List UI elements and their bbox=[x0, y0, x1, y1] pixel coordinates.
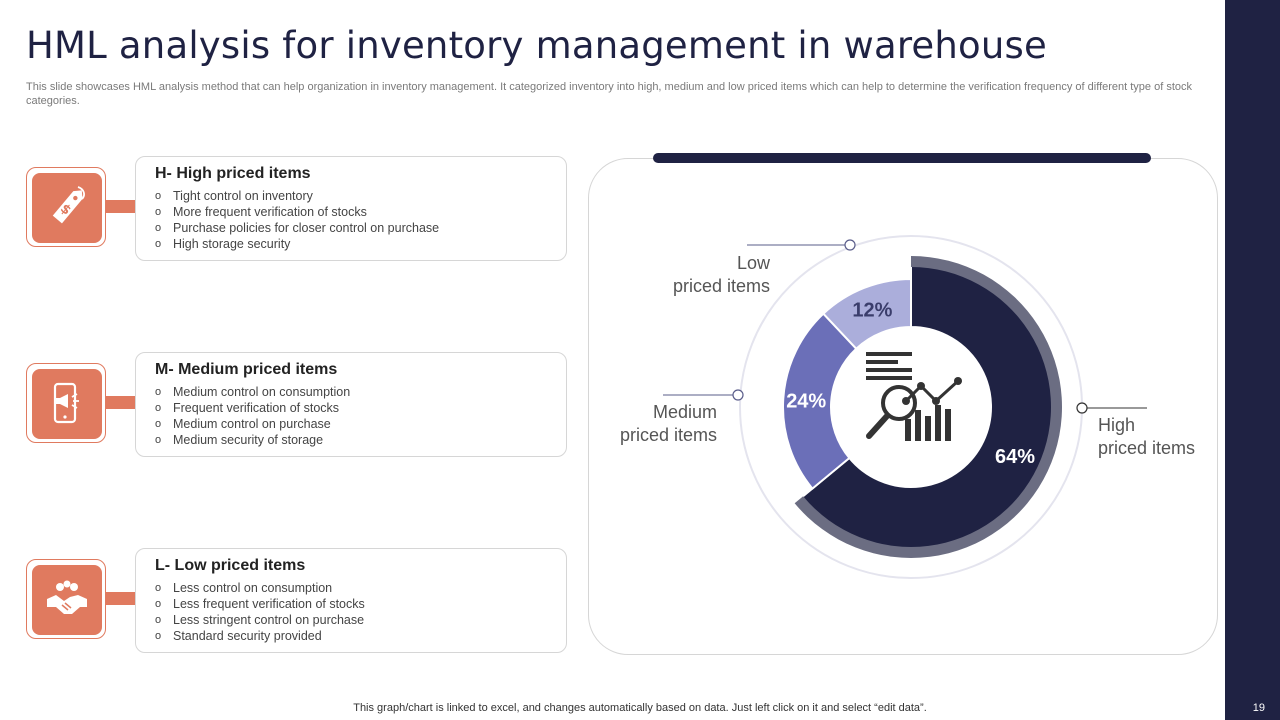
item-title: H- High priced items bbox=[155, 165, 311, 182]
callout-dot-medium bbox=[732, 389, 744, 401]
page-number: 19 bbox=[1252, 702, 1265, 714]
bullet-item: Medium security of storage bbox=[155, 432, 566, 448]
chart-header-bar bbox=[653, 153, 1151, 163]
bullet-item: Less frequent verification of stocks bbox=[155, 596, 566, 612]
price-tag-icon: $ bbox=[52, 186, 85, 224]
donut-center bbox=[831, 327, 991, 487]
slide-subtitle: This slide showcases HML analysis method… bbox=[26, 81, 1193, 107]
bullet-item: More frequent verification of stocks bbox=[155, 204, 566, 220]
footer-note: This graph/chart is linked to excel, and… bbox=[353, 702, 927, 714]
item-high-priced: $ H- High priced items Tight control on … bbox=[26, 156, 568, 263]
callout-label-medium: Medium priced items bbox=[619, 402, 717, 445]
connector-bar bbox=[106, 396, 136, 409]
bullet-list: Tight control on inventory More frequent… bbox=[155, 188, 566, 252]
slice-high-outer-band bbox=[794, 256, 1062, 558]
item-title: L- Low priced items bbox=[155, 557, 306, 574]
callout-dot-low bbox=[844, 239, 856, 251]
bullet-item: Less control on consumption bbox=[155, 580, 566, 596]
bullet-item: Standard security provided bbox=[155, 628, 566, 644]
phone-megaphone-icon bbox=[53, 382, 79, 424]
bullet-list: Medium control on consumption Frequent v… bbox=[155, 384, 566, 448]
connector-bar bbox=[106, 200, 136, 213]
icon-frame bbox=[26, 559, 106, 639]
handshake-icon bbox=[47, 580, 87, 614]
bullet-list: Less control on consumption Less frequen… bbox=[155, 580, 566, 644]
icon-frame: $ bbox=[26, 167, 106, 247]
item-low-priced: L- Low priced items Less control on cons… bbox=[26, 548, 568, 655]
icon-frame bbox=[26, 363, 106, 443]
slice-value-label-medium: 24% bbox=[786, 390, 826, 412]
callout-dot-high bbox=[1076, 402, 1088, 414]
item-card: H- High priced items Tight control on in… bbox=[135, 156, 567, 261]
item-card: L- Low priced items Less control on cons… bbox=[135, 548, 567, 653]
slice-value-label-low: 12% bbox=[852, 299, 892, 321]
bullet-item: Less stringent control on purchase bbox=[155, 612, 566, 628]
item-medium-priced: M- Medium priced items Medium control on… bbox=[26, 352, 568, 459]
item-title: M- Medium priced items bbox=[155, 361, 338, 378]
right-sidebar bbox=[1225, 0, 1280, 720]
slide-title: HML analysis for inventory management in… bbox=[26, 24, 1047, 67]
callout-label-high: High priced items bbox=[1098, 415, 1196, 458]
bullet-item: Frequent verification of stocks bbox=[155, 400, 566, 416]
bullet-item: Tight control on inventory bbox=[155, 188, 566, 204]
bullet-item: Medium control on consumption bbox=[155, 384, 566, 400]
slice-value-label-high: 64% bbox=[995, 446, 1035, 468]
bullet-item: Medium control on purchase bbox=[155, 416, 566, 432]
bullet-item: High storage security bbox=[155, 236, 566, 252]
item-card: M- Medium priced items Medium control on… bbox=[135, 352, 567, 457]
analytics-magnifier-icon bbox=[866, 352, 962, 441]
connector-bar bbox=[106, 592, 136, 605]
callout-label-low: Low priced items bbox=[672, 253, 770, 296]
donut-chart[interactable]: 64% 24% 12% bbox=[588, 158, 1218, 655]
bullet-item: Purchase policies for closer control on … bbox=[155, 220, 566, 236]
